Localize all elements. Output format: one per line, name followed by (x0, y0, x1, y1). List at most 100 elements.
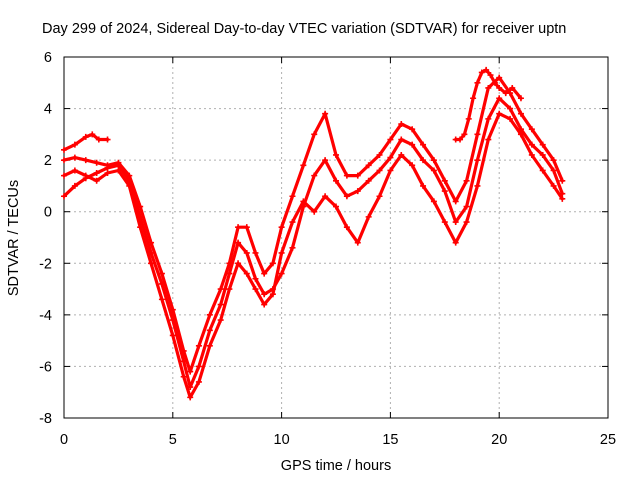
data-point (226, 286, 233, 293)
data-point (104, 136, 111, 143)
data-point (485, 136, 492, 143)
data-point (409, 162, 416, 169)
series-track-4 (61, 131, 111, 153)
data-point (104, 170, 111, 177)
data-point (354, 172, 361, 179)
data-point (115, 167, 122, 174)
data-point (61, 157, 67, 164)
data-point (333, 151, 339, 158)
data-point (311, 131, 318, 138)
data-point (502, 90, 509, 97)
data-point (528, 141, 535, 148)
data-point (365, 162, 372, 169)
data-point (452, 239, 459, 246)
data-point (559, 177, 566, 184)
data-point (71, 141, 78, 148)
series-track-2 (61, 110, 566, 401)
series-track-1 (61, 95, 566, 391)
data-point (82, 157, 89, 164)
data-point (463, 177, 470, 184)
data-point (474, 131, 481, 138)
data-point (206, 342, 213, 349)
data-point (387, 167, 394, 174)
data-point (485, 115, 492, 122)
data-point (235, 224, 242, 231)
data-point (463, 219, 470, 226)
data-point (158, 296, 165, 303)
data-point (528, 126, 535, 133)
data-point (261, 301, 268, 308)
data-point (376, 193, 383, 200)
data-series (61, 66, 566, 401)
data-point (61, 172, 67, 179)
data-point (195, 378, 202, 385)
data-point (430, 157, 437, 164)
data-point (496, 110, 503, 117)
data-point (398, 121, 405, 128)
data-point (180, 347, 187, 354)
data-point (148, 239, 155, 246)
data-point (354, 239, 361, 246)
data-point (398, 136, 405, 143)
plot-frame (63, 56, 609, 419)
series-track-3 (61, 74, 566, 375)
data-point (278, 224, 285, 231)
data-point (311, 172, 318, 179)
data-point (243, 270, 250, 277)
data-point (278, 270, 285, 277)
data-point (195, 342, 202, 349)
data-point (93, 170, 100, 177)
data-point (485, 84, 492, 91)
data-point (126, 172, 133, 179)
series-track-5 (452, 66, 524, 143)
data-point (300, 162, 307, 169)
data-point (550, 167, 557, 174)
x-tick-label: 5 (169, 432, 177, 448)
data-point (457, 136, 464, 143)
data-point (89, 131, 96, 138)
data-point (496, 95, 503, 102)
data-point (195, 363, 202, 370)
data-point (235, 260, 242, 267)
series-line (62, 112, 564, 399)
y-tick-label: -8 (39, 411, 52, 427)
data-point (550, 157, 557, 164)
data-point (517, 131, 524, 138)
data-point (61, 193, 67, 200)
data-point (539, 151, 546, 158)
data-point (82, 133, 89, 140)
data-point (187, 368, 194, 375)
data-point (387, 154, 394, 161)
data-point (343, 172, 350, 179)
data-point (376, 167, 383, 174)
x-axis-label: GPS time / hours (281, 458, 391, 474)
data-point (365, 213, 372, 220)
data-point (441, 177, 448, 184)
data-point (539, 167, 546, 174)
data-point (517, 110, 524, 117)
data-point (507, 105, 514, 112)
data-point (470, 95, 477, 102)
data-point (496, 84, 503, 91)
data-point (387, 136, 394, 143)
data-point (269, 260, 276, 267)
data-point (104, 162, 111, 169)
x-tick-label: 0 (60, 432, 68, 448)
data-point (322, 157, 329, 164)
data-point (71, 154, 78, 161)
data-point (243, 224, 250, 231)
x-tick-label: 20 (491, 432, 507, 448)
data-point (483, 66, 490, 73)
data-point (528, 151, 535, 158)
data-point (252, 275, 259, 282)
data-point (252, 249, 259, 256)
data-point (71, 182, 78, 189)
data-point (235, 239, 242, 246)
data-point (180, 373, 187, 380)
data-point (322, 110, 329, 117)
data-point (187, 394, 194, 401)
y-tick-label: 0 (44, 205, 52, 221)
data-point (289, 219, 296, 226)
data-point (137, 203, 144, 210)
